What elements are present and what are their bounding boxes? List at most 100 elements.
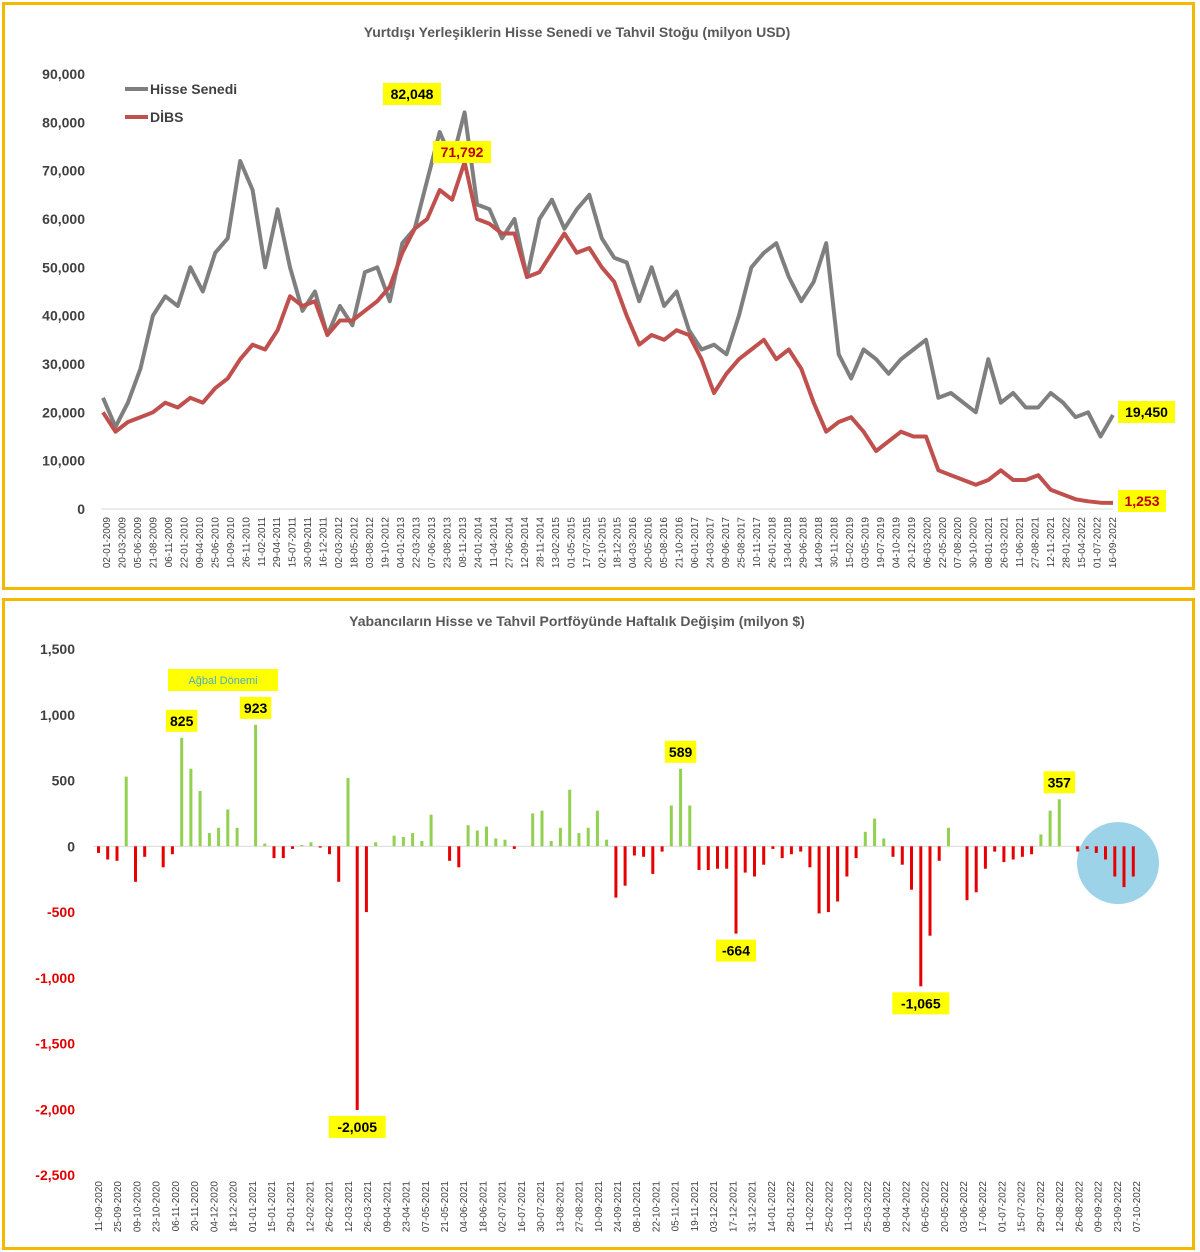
x-tick-label: 02-01-2009 bbox=[102, 517, 113, 569]
bar-negative bbox=[836, 846, 840, 902]
x-tick-label: 19-10-2012 bbox=[381, 517, 392, 569]
x-tick-label: 25-08-2017 bbox=[737, 517, 748, 569]
y-tick-label: -2,000 bbox=[35, 1101, 75, 1117]
x-tick-label: 11-06-2021 bbox=[1015, 517, 1026, 568]
x-tick-label: 01-07-2022 bbox=[997, 1181, 1008, 1233]
bar-positive bbox=[235, 827, 239, 847]
hisse-senedi-line bbox=[101, 110, 1115, 439]
x-tick-label: 11-09-2020 bbox=[94, 1181, 105, 1232]
x-tick-label: 10-11-2017 bbox=[752, 517, 763, 568]
x-tick-label: 15-07-2022 bbox=[1017, 1181, 1028, 1233]
bar-negative bbox=[1076, 846, 1080, 852]
x-tick-label: 12-11-2021 bbox=[1046, 517, 1057, 568]
bar-positive bbox=[605, 839, 609, 847]
x-tick-label: 25-09-2020 bbox=[113, 1181, 124, 1233]
bar-negative bbox=[771, 846, 775, 849]
x-tick-label: 04-12-2020 bbox=[209, 1181, 220, 1233]
x-tick-label: 02-03-2012 bbox=[334, 517, 345, 569]
x-tick-label: 26-02-2021 bbox=[325, 1181, 336, 1233]
chart-title: Yabancıların Hisse ve Tahvil Portföyünde… bbox=[349, 613, 805, 629]
x-tick-label: 16-07-2021 bbox=[517, 1181, 528, 1233]
data-label-bg bbox=[239, 696, 272, 719]
x-tick-label: 24-03-2017 bbox=[706, 517, 717, 569]
data-label-bg bbox=[1043, 771, 1076, 794]
bar-positive bbox=[189, 768, 193, 847]
bar-negative bbox=[642, 846, 646, 857]
bar-positive bbox=[198, 791, 202, 847]
x-tick-label: 12-02-2021 bbox=[305, 1181, 316, 1233]
x-tick-label: 13-08-2021 bbox=[555, 1181, 566, 1233]
bar-negative bbox=[115, 846, 119, 861]
bar-negative bbox=[291, 846, 294, 849]
stock-line-chart: Yurtdışı Yerleşiklerin Hisse Senedi ve T… bbox=[42, 24, 1175, 569]
x-tick-label: 04-01-2013 bbox=[396, 517, 407, 569]
bar-positive bbox=[1048, 810, 1052, 847]
x-tick-label: 21-05-2021 bbox=[440, 1181, 451, 1233]
data-label-bg bbox=[1118, 401, 1175, 423]
x-tick-label: 09-10-2020 bbox=[132, 1181, 143, 1233]
bar-negative bbox=[910, 846, 913, 890]
bar-negative bbox=[1011, 846, 1015, 860]
x-tick-label: 09-04-2010 bbox=[195, 517, 206, 569]
bar-positive bbox=[688, 805, 692, 847]
x-tick-label: 25-06-2010 bbox=[210, 517, 221, 569]
bar-negative bbox=[170, 846, 174, 855]
data-label-bg bbox=[328, 1115, 386, 1138]
x-tick-label: 17-06-2022 bbox=[978, 1181, 989, 1233]
bar-positive bbox=[1057, 799, 1061, 847]
bar-negative bbox=[660, 846, 664, 852]
bar-positive bbox=[503, 839, 507, 847]
data-label-bg bbox=[664, 740, 697, 763]
highlight-circle bbox=[1077, 822, 1159, 904]
bar-negative bbox=[753, 846, 756, 877]
x-tick-label: 05-08-2016 bbox=[659, 517, 670, 569]
x-tick-label: 11-02-2022 bbox=[805, 1181, 816, 1232]
x-tick-label: 06-03-2020 bbox=[922, 517, 933, 569]
y-tick-label: 40,000 bbox=[42, 308, 85, 324]
x-tick-label: 20-03-2009 bbox=[117, 517, 128, 569]
y-tick-label: 50,000 bbox=[42, 259, 85, 275]
period-label: Ağbal Dönemi bbox=[188, 675, 257, 687]
x-tick-label: 06-11-2020 bbox=[171, 1181, 182, 1232]
x-tick-label: 28-11-2014 bbox=[535, 517, 546, 568]
data-label: -664 bbox=[722, 943, 750, 959]
x-tick-label: 01-05-2015 bbox=[566, 517, 577, 569]
x-tick-label: 13-02-2015 bbox=[551, 517, 562, 569]
x-tick-label: 22-10-2021 bbox=[651, 1181, 662, 1233]
chart-title: Yurtdışı Yerleşiklerin Hisse Senedi ve T… bbox=[364, 24, 791, 40]
y-tick-label: 1,000 bbox=[40, 707, 75, 723]
bar-positive bbox=[374, 842, 378, 847]
bar-positive bbox=[873, 818, 877, 847]
x-tick-label: 19-11-2021 bbox=[690, 1181, 701, 1232]
x-tick-label: 03-08-2012 bbox=[365, 517, 376, 569]
bar-positive bbox=[124, 776, 128, 847]
x-tick-label: 01-07-2022 bbox=[1093, 517, 1104, 569]
bar-negative bbox=[1122, 846, 1126, 888]
bar-positive bbox=[263, 843, 267, 847]
bar-negative bbox=[448, 846, 452, 861]
bar-negative bbox=[891, 846, 895, 857]
x-tick-label: 25-03-2022 bbox=[863, 1181, 874, 1233]
x-tick-label: 18-06-2021 bbox=[478, 1181, 489, 1233]
data-label-bg bbox=[1118, 490, 1166, 512]
x-tick-label: 09-09-2022 bbox=[1094, 1181, 1105, 1233]
data-label: -1,065 bbox=[901, 995, 941, 1011]
bar-negative bbox=[743, 846, 747, 873]
x-tick-label: 16-12-2011 bbox=[319, 517, 330, 568]
bar-negative bbox=[845, 846, 849, 877]
x-tick-label: 09-04-2021 bbox=[382, 1181, 393, 1233]
x-tick-label: 13-04-2018 bbox=[783, 517, 794, 569]
bar-positive bbox=[420, 841, 424, 847]
data-label-bg bbox=[383, 83, 441, 105]
bar-positive bbox=[494, 838, 498, 847]
bar-negative bbox=[1113, 846, 1117, 877]
bar-positive bbox=[401, 837, 405, 847]
bar-positive bbox=[300, 844, 304, 847]
bar-negative bbox=[974, 846, 978, 893]
x-tick-label: 08-10-2021 bbox=[632, 1181, 643, 1233]
bar-negative bbox=[623, 846, 627, 886]
bar-positive bbox=[180, 737, 184, 847]
bar-negative bbox=[799, 846, 803, 852]
data-label: 71,792 bbox=[441, 144, 484, 160]
x-tick-label: 19-07-2019 bbox=[876, 517, 887, 569]
